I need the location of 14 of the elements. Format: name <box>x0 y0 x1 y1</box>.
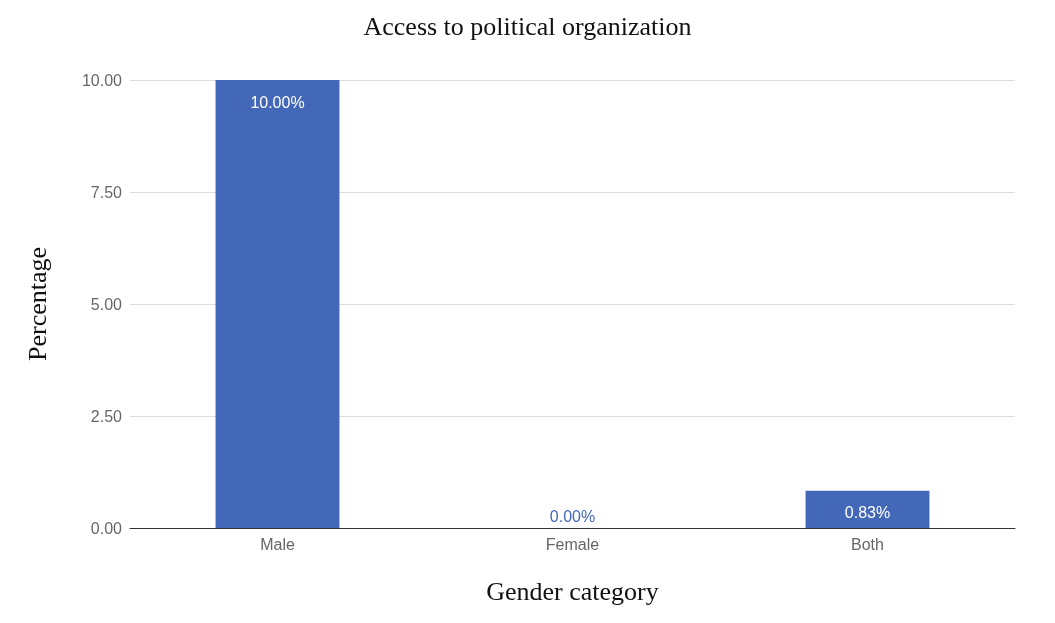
x-tick-label: Male <box>260 535 295 553</box>
data-label: 10.00% <box>250 93 305 111</box>
y-tick-label: 7.50 <box>90 183 123 201</box>
y-tick-label: 5.00 <box>90 295 123 313</box>
y-axis-title: Percentage <box>22 246 52 362</box>
data-label: 0.00% <box>549 507 596 525</box>
x-axis-title: Gender category <box>486 576 659 606</box>
data-label: 0.83% <box>844 504 891 522</box>
x-tick-label: Female <box>545 535 600 553</box>
x-tick-label: Both <box>851 535 884 553</box>
y-tick-label: 2.50 <box>90 407 123 425</box>
chart-title: Access to political organization <box>363 11 692 41</box>
y-tick-label: 0.00 <box>90 519 123 537</box>
y-tick-label: 10.00 <box>81 71 123 89</box>
